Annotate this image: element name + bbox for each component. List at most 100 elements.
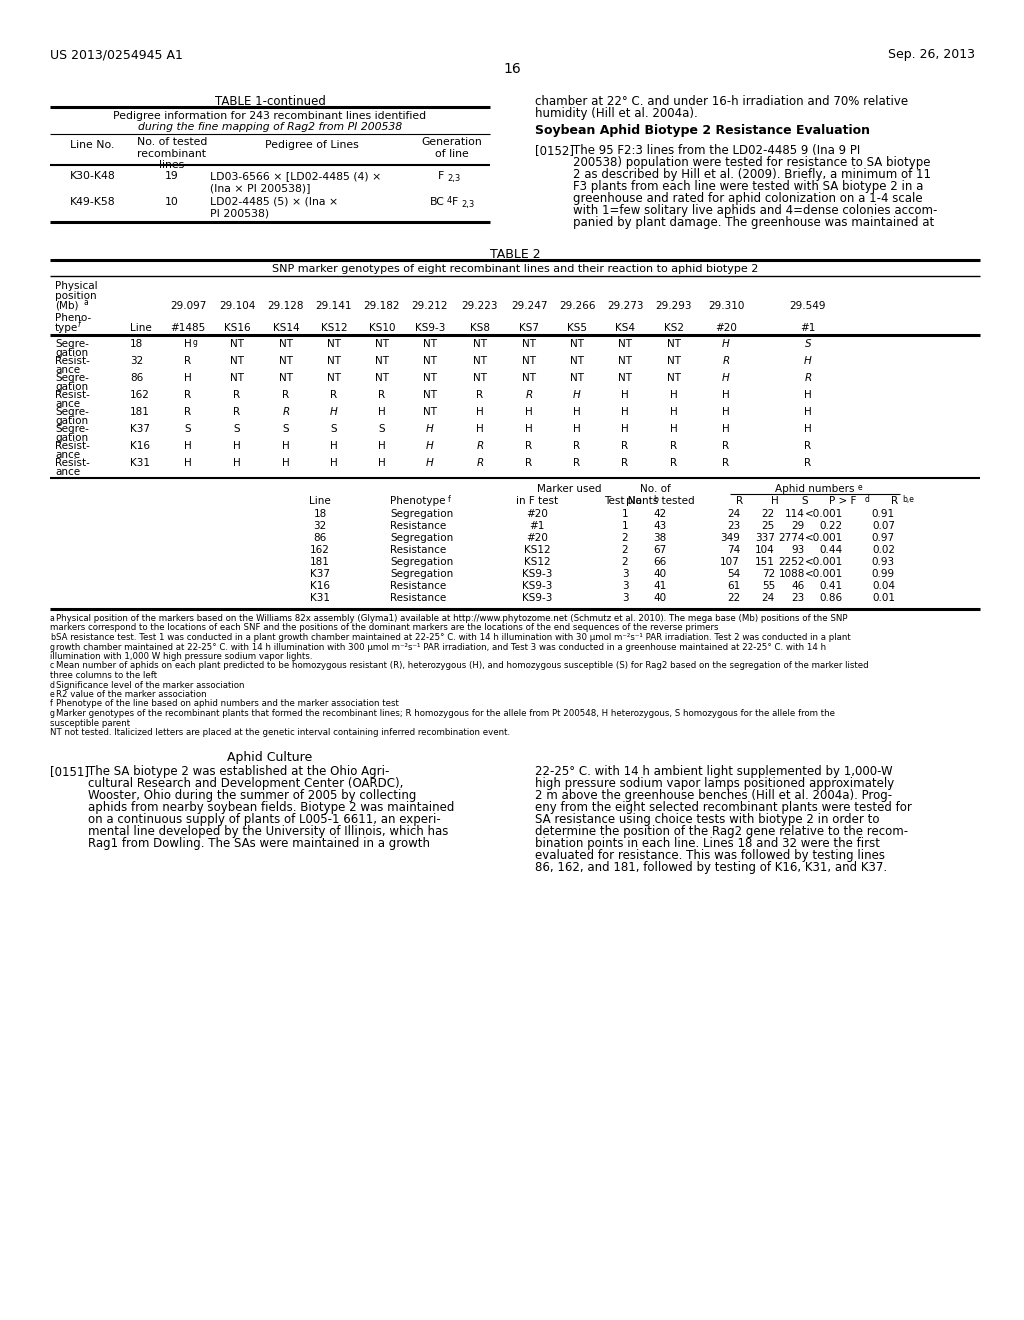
- Text: 2: 2: [622, 545, 629, 554]
- Text: Segregation: Segregation: [390, 510, 454, 519]
- Text: H: H: [722, 424, 730, 434]
- Text: humidity (Hill et al. 2004a).: humidity (Hill et al. 2004a).: [535, 107, 697, 120]
- Text: NT: NT: [327, 356, 341, 366]
- Text: NT: NT: [667, 356, 681, 366]
- Text: H: H: [771, 496, 779, 506]
- Text: H: H: [573, 407, 581, 417]
- Text: 114: 114: [785, 510, 805, 519]
- Text: Segregation: Segregation: [390, 569, 454, 579]
- Text: H: H: [378, 407, 386, 417]
- Text: 0.99: 0.99: [871, 569, 895, 579]
- Text: R: R: [573, 441, 581, 451]
- Text: 46: 46: [792, 581, 805, 591]
- Text: NT: NT: [570, 339, 584, 348]
- Text: H: H: [622, 407, 629, 417]
- Text: No. of: No. of: [640, 484, 671, 494]
- Text: (Ina × PI 200538)]: (Ina × PI 200538)]: [210, 183, 310, 193]
- Text: NT: NT: [618, 374, 632, 383]
- Text: Test No.: Test No.: [604, 496, 645, 506]
- Text: g: g: [193, 338, 198, 347]
- Text: R: R: [671, 441, 678, 451]
- Text: S: S: [802, 496, 808, 506]
- Text: 29.247: 29.247: [511, 301, 547, 312]
- Text: g: g: [50, 709, 55, 718]
- Text: #1: #1: [801, 323, 816, 333]
- Text: NT: NT: [423, 407, 437, 417]
- Text: K37: K37: [310, 569, 330, 579]
- Text: H: H: [378, 458, 386, 469]
- Text: a: a: [83, 298, 88, 308]
- Text: R: R: [379, 389, 386, 400]
- Text: chamber at 22° C. and under 16-h irradiation and 70% relative: chamber at 22° C. and under 16-h irradia…: [535, 95, 908, 108]
- Text: R: R: [805, 441, 812, 451]
- Text: S: S: [283, 424, 290, 434]
- Text: R: R: [283, 407, 290, 417]
- Text: R: R: [184, 356, 191, 366]
- Text: 4: 4: [447, 195, 453, 205]
- Text: H: H: [722, 407, 730, 417]
- Text: H: H: [233, 441, 241, 451]
- Text: 29.549: 29.549: [790, 301, 826, 312]
- Text: 66: 66: [653, 557, 667, 568]
- Text: H: H: [426, 424, 434, 434]
- Text: bination points in each line. Lines 18 and 32 were the first: bination points in each line. Lines 18 a…: [535, 837, 880, 850]
- Text: 107: 107: [720, 557, 740, 568]
- Text: No. of tested
recombinant
lines: No. of tested recombinant lines: [137, 137, 207, 170]
- Text: KS4: KS4: [615, 323, 635, 333]
- Text: H: H: [573, 389, 581, 400]
- Text: gation: gation: [55, 381, 88, 392]
- Text: Physical: Physical: [55, 281, 97, 290]
- Text: H: H: [670, 407, 678, 417]
- Text: NT: NT: [473, 374, 487, 383]
- Text: evaluated for resistance. This was followed by testing lines: evaluated for resistance. This was follo…: [535, 850, 885, 862]
- Text: R: R: [331, 389, 338, 400]
- Text: during the fine mapping of Rag2 from PI 200538: during the fine mapping of Rag2 from PI …: [138, 121, 402, 132]
- Text: K30-K48: K30-K48: [70, 172, 116, 181]
- Text: Sep. 26, 2013: Sep. 26, 2013: [888, 48, 975, 61]
- Text: Aphid Culture: Aphid Culture: [227, 751, 312, 764]
- Text: R: R: [805, 374, 812, 383]
- Text: R: R: [525, 441, 532, 451]
- Text: 2252: 2252: [778, 557, 805, 568]
- Text: 0.97: 0.97: [871, 533, 895, 543]
- Text: NT: NT: [327, 374, 341, 383]
- Text: KS7: KS7: [519, 323, 539, 333]
- Text: mental line developed by the University of Illinois, which has: mental line developed by the University …: [88, 825, 449, 838]
- Text: NT not tested. Italicized letters are placed at the genetic interval containing : NT not tested. Italicized letters are pl…: [50, 729, 510, 737]
- Text: F: F: [438, 172, 444, 181]
- Text: 2774: 2774: [778, 533, 805, 543]
- Text: b: b: [653, 495, 657, 504]
- Text: 29.273: 29.273: [607, 301, 643, 312]
- Text: b: b: [50, 634, 55, 642]
- Text: R: R: [283, 389, 290, 400]
- Text: Rag1 from Dowling. The SAs were maintained in a growth: Rag1 from Dowling. The SAs were maintain…: [88, 837, 430, 850]
- Text: 86: 86: [130, 374, 143, 383]
- Text: S: S: [233, 424, 241, 434]
- Text: 25: 25: [762, 521, 775, 531]
- Text: <0.001: <0.001: [805, 557, 843, 568]
- Text: SNP marker genotypes of eight recombinant lines and their reaction to aphid biot: SNP marker genotypes of eight recombinan…: [271, 264, 758, 275]
- Text: NT: NT: [667, 339, 681, 348]
- Text: 29.141: 29.141: [315, 301, 352, 312]
- Text: 67: 67: [653, 545, 667, 554]
- Text: 29: 29: [792, 521, 805, 531]
- Text: H: H: [722, 339, 730, 348]
- Text: gation: gation: [55, 348, 88, 358]
- Text: KS9-3: KS9-3: [415, 323, 445, 333]
- Text: 22: 22: [762, 510, 775, 519]
- Text: NT: NT: [423, 339, 437, 348]
- Text: 181: 181: [310, 557, 330, 568]
- Text: 2: 2: [622, 533, 629, 543]
- Text: H: H: [283, 458, 290, 469]
- Text: KS10: KS10: [369, 323, 395, 333]
- Text: H: H: [184, 374, 191, 383]
- Text: NT: NT: [279, 374, 293, 383]
- Text: Marker genotypes of the recombinant plants that formed the recombinant lines; R : Marker genotypes of the recombinant plan…: [56, 709, 835, 718]
- Text: <0.001: <0.001: [805, 533, 843, 543]
- Text: H: H: [184, 339, 191, 348]
- Text: H: H: [476, 407, 484, 417]
- Text: H: H: [670, 424, 678, 434]
- Text: NT: NT: [570, 374, 584, 383]
- Text: 19: 19: [165, 172, 179, 181]
- Text: Significance level of the marker association: Significance level of the marker associa…: [56, 681, 245, 689]
